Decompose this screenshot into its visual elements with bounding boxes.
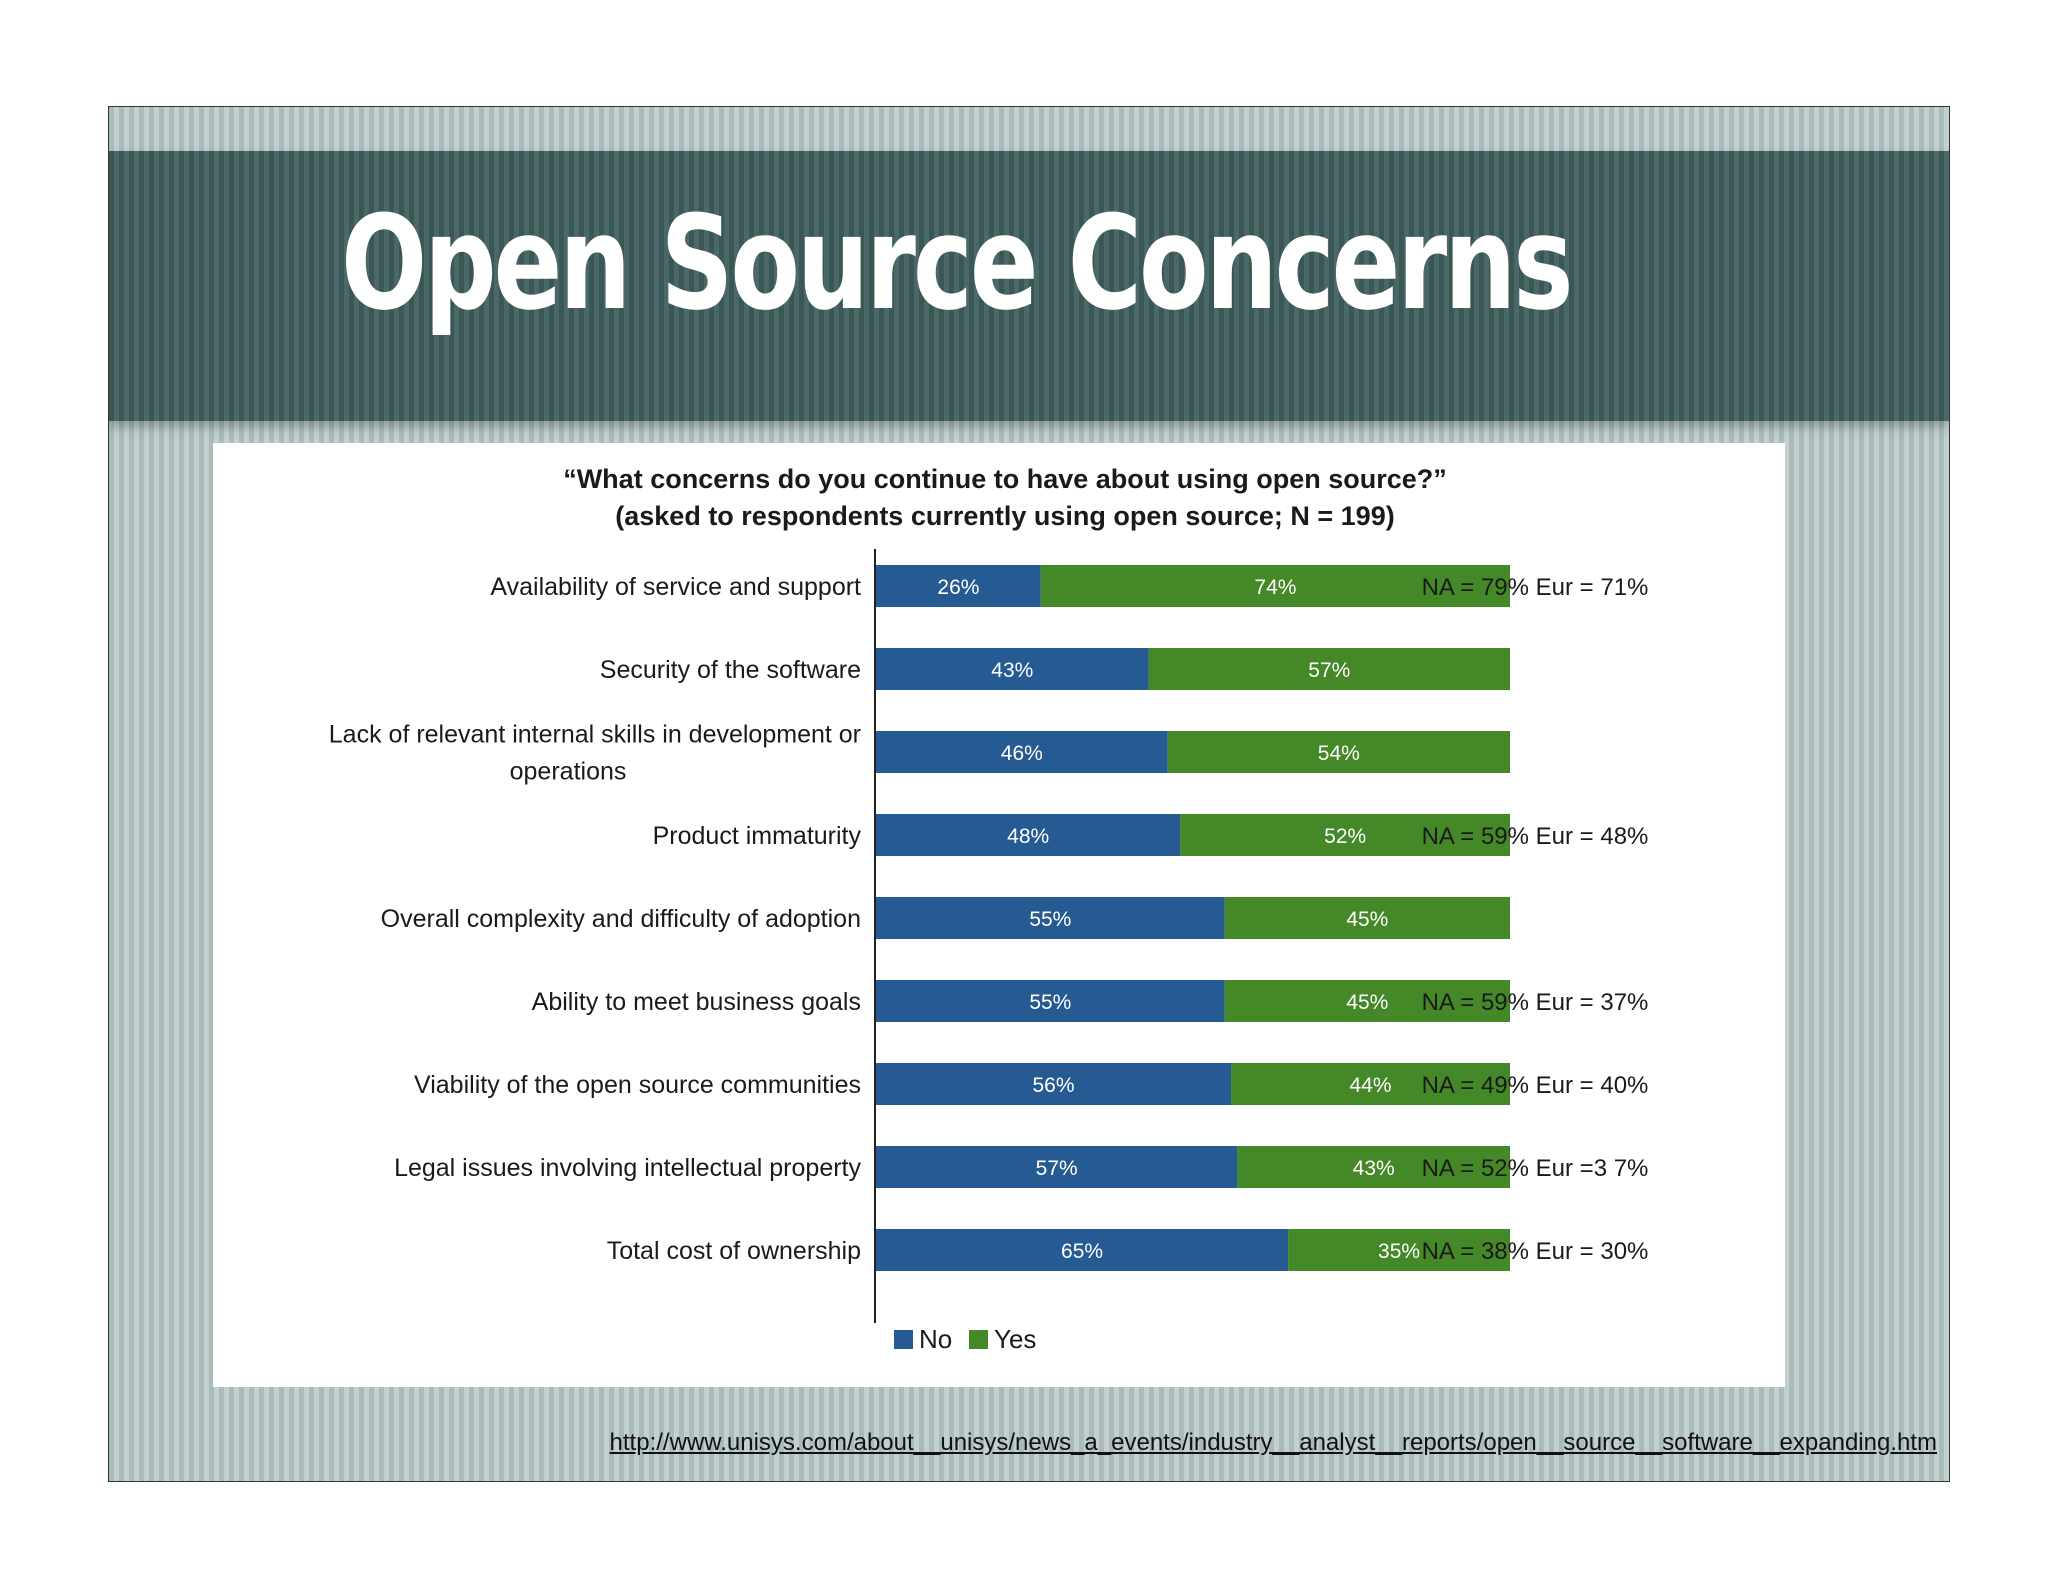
source-link[interactable]: http://www.unisys.com/about__unisys/news… <box>609 1429 1937 1456</box>
bar-segment-yes <box>1288 1229 1510 1271</box>
stacked-bar-chart: “What concerns do you continue to have a… <box>329 464 1649 1354</box>
bar-segment-no <box>876 814 1181 856</box>
chart-subtitle: (asked to respondents currently using op… <box>615 501 1394 531</box>
legend-label-no: No <box>919 1324 952 1354</box>
bar-segment-no <box>876 565 1041 607</box>
category-label: Legal issues involving intellectual prop… <box>394 1154 861 1182</box>
chart-bars: Availability of service and support 26% 74… <box>329 565 1649 1271</box>
category-label: Security of the software <box>600 656 861 684</box>
bar-value-label: 65% <box>1061 1240 1103 1263</box>
legend-label-yes: Yes <box>994 1324 1036 1354</box>
category-label: Total cost of ownership <box>607 1237 861 1265</box>
region-annotation: NA = 59% Eur = 37% <box>1422 989 1649 1016</box>
slide-title: Open Source Concerns <box>341 187 1574 339</box>
bar-value-label: 26% <box>937 576 979 599</box>
bar-value-label: 55% <box>1029 908 1071 931</box>
bar-value-label: 57% <box>1036 1157 1078 1180</box>
bar-value-label: 74% <box>1254 576 1296 599</box>
region-annotation: NA = 52% Eur =3 7% <box>1422 1155 1649 1182</box>
region-annotation: NA = 59% Eur = 48% <box>1422 823 1649 850</box>
bar-value-label: 48% <box>1007 825 1049 848</box>
slide: Open Source Concerns “What concerns do y… <box>108 106 1950 1482</box>
bar-value-label: 52% <box>1324 825 1366 848</box>
bar-segment-no <box>876 648 1149 690</box>
bar-value-label: 43% <box>1353 1157 1395 1180</box>
region-annotation: NA = 79% Eur = 71% <box>1422 574 1649 601</box>
bar-value-label: 46% <box>1001 742 1043 765</box>
category-label: Availability of service and support <box>490 573 861 601</box>
bar-segment-yes <box>1040 565 1510 607</box>
bar-value-label: 45% <box>1346 908 1388 931</box>
region-annotation: NA = 38% Eur = 30% <box>1422 1238 1649 1265</box>
bar-value-label: 55% <box>1029 991 1071 1014</box>
title-band <box>109 151 1949 421</box>
bar-segment-yes <box>1148 648 1510 690</box>
bar-segment-yes <box>1167 731 1510 773</box>
bar-value-label: 35% <box>1378 1240 1420 1263</box>
bar-segment-yes <box>1237 1146 1510 1188</box>
bar-segment-yes <box>1224 897 1510 939</box>
legend-swatch-no <box>894 1330 913 1349</box>
category-label: Viability of the open source communities <box>414 1071 861 1099</box>
bar-segment-yes <box>1180 814 1510 856</box>
legend-swatch-yes <box>969 1330 988 1349</box>
bar-value-label: 44% <box>1350 1074 1392 1097</box>
bar-segment-no <box>876 731 1168 773</box>
category-label: operations <box>510 758 627 786</box>
category-label: Product immaturity <box>653 822 862 850</box>
bar-value-label: 45% <box>1346 991 1388 1014</box>
chart-legend: No Yes <box>894 1324 1036 1354</box>
bar-segment-yes <box>1224 980 1510 1022</box>
category-label: Overall complexity and difficulty of ado… <box>381 905 861 933</box>
category-label: Ability to meet business goals <box>532 988 861 1016</box>
bar-value-label: 57% <box>1308 659 1350 682</box>
chart-title: “What concerns do you continue to have a… <box>563 464 1447 494</box>
bar-segment-no <box>876 1063 1232 1105</box>
bar-value-label: 56% <box>1033 1074 1075 1097</box>
bar-value-label: 43% <box>991 659 1033 682</box>
region-annotation: NA = 49% Eur = 40% <box>1422 1072 1649 1099</box>
chart-panel: “What concerns do you continue to have a… <box>213 443 1785 1387</box>
bar-segment-no <box>876 897 1225 939</box>
bar-segment-no <box>876 1146 1238 1188</box>
category-label: Lack of relevant internal skills in deve… <box>329 721 861 749</box>
bar-segment-no <box>876 1229 1289 1271</box>
bar-value-label: 54% <box>1318 742 1360 765</box>
bar-segment-no <box>876 980 1225 1022</box>
bar-segment-yes <box>1231 1063 1510 1105</box>
